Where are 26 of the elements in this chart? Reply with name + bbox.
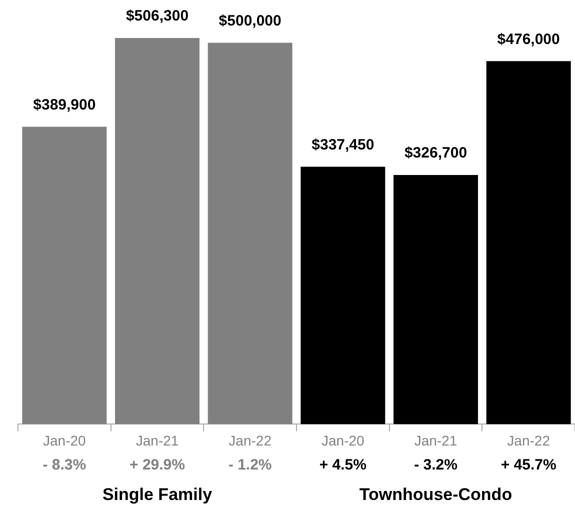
bar (115, 38, 200, 424)
data-label: $326,700 (404, 144, 468, 162)
bar (300, 166, 386, 424)
data-label: $476,000 (497, 30, 560, 48)
x-tick-label: Jan-20 (322, 432, 365, 448)
bar (208, 42, 292, 424)
text: Single Family (102, 484, 213, 504)
bar (22, 126, 107, 424)
text: - 1.2% (228, 456, 272, 474)
data-label: $337,450 (312, 136, 374, 154)
x-tick-label: Jan-21 (136, 432, 179, 448)
bar (486, 61, 571, 424)
x-tick-label: Jan-20 (43, 432, 86, 448)
text: + 29.9% (130, 456, 185, 474)
data-label: $506,300 (126, 8, 189, 25)
data-label: $389,900 (33, 96, 96, 114)
text: + 45.7% (500, 456, 556, 474)
x-tick-label: Jan-22 (228, 432, 272, 448)
text: + 4.5% (319, 456, 366, 474)
text: - 8.3% (42, 456, 86, 474)
bar (394, 174, 478, 424)
x-tick-label: Jan-21 (414, 432, 458, 448)
text: Townhouse-Condo (359, 484, 512, 504)
text: - 3.2% (414, 456, 458, 474)
x-tick-label: Jan-22 (507, 432, 550, 448)
data-label: $500,000 (218, 12, 282, 30)
